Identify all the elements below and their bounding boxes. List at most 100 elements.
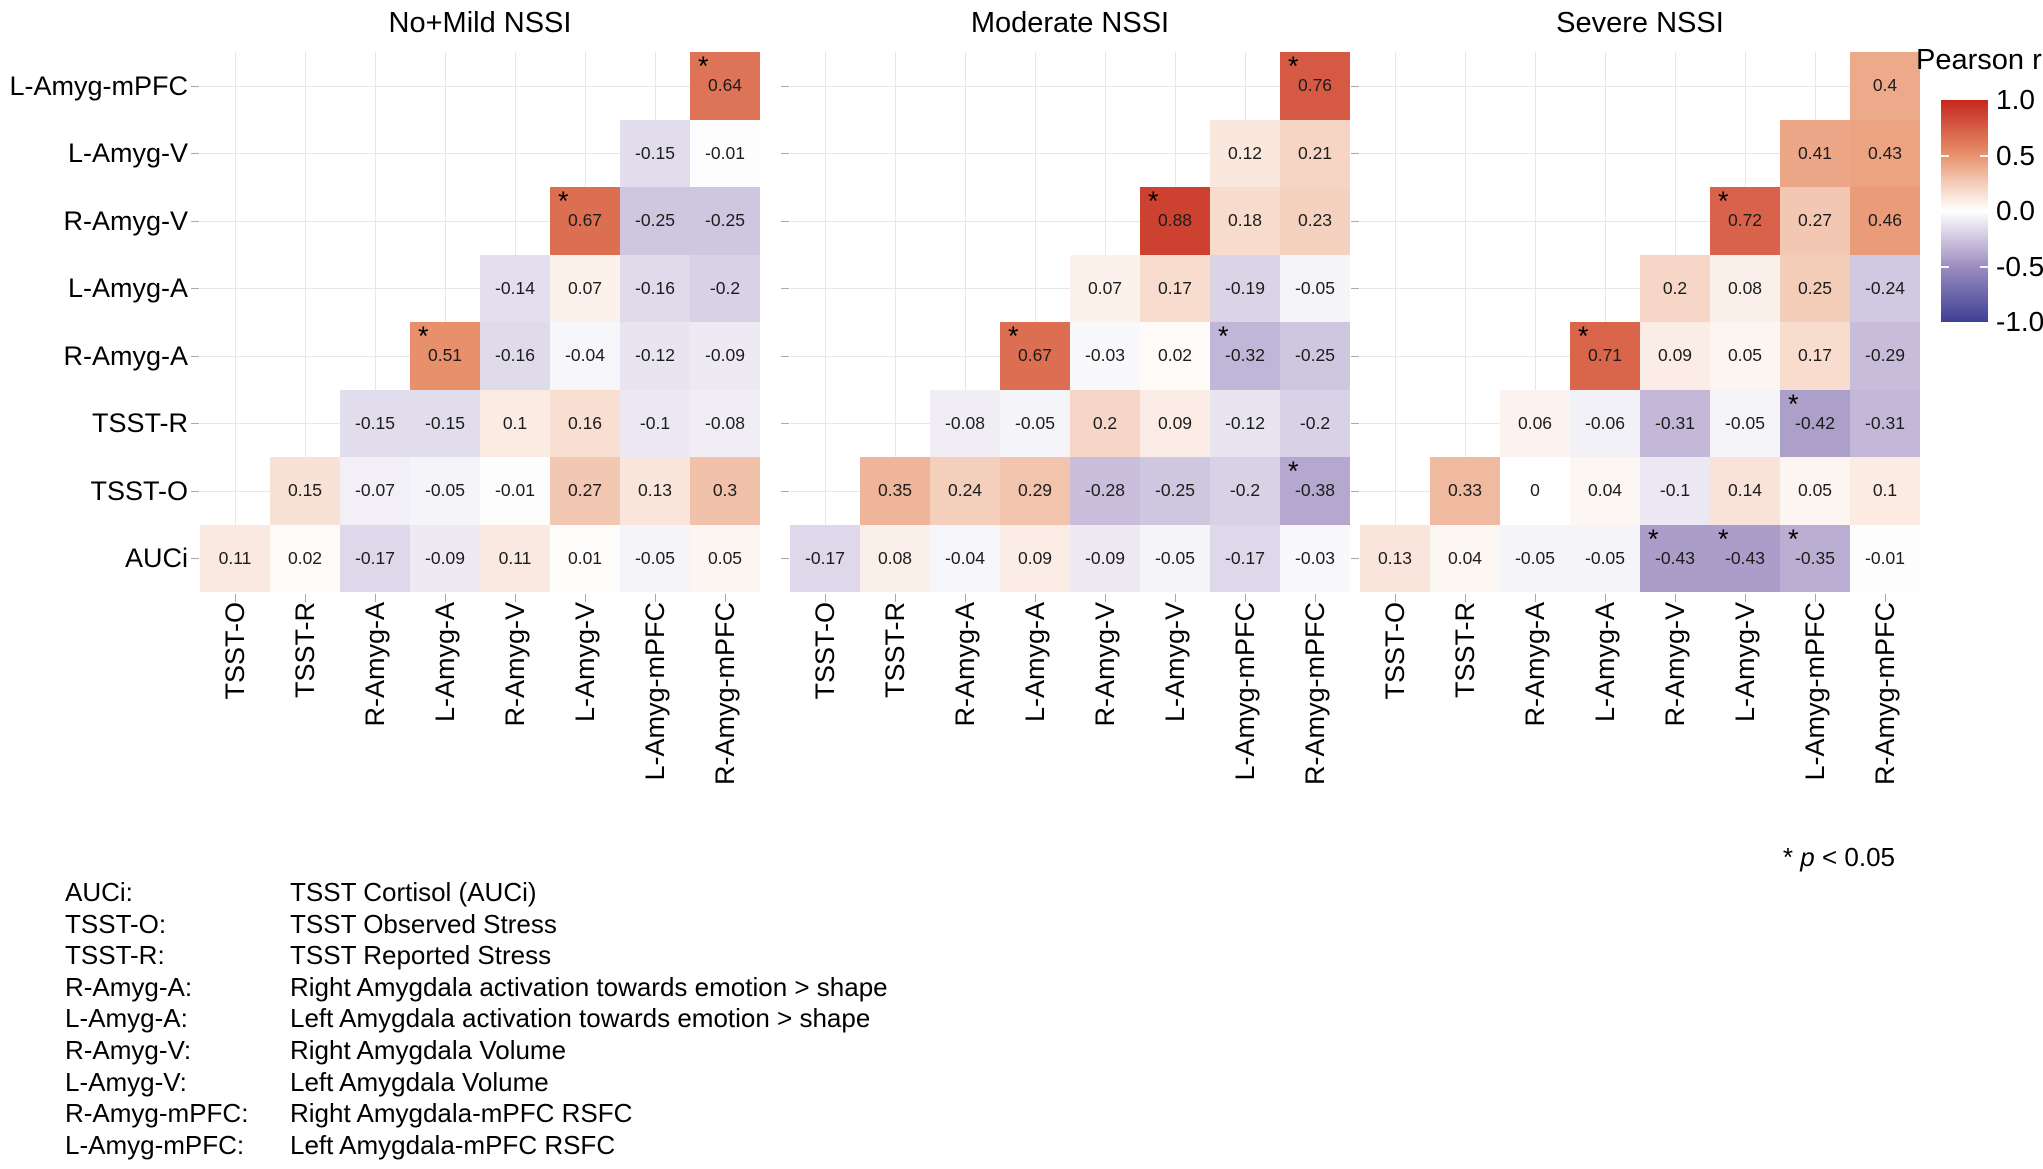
- correlation-cell: 0.08: [860, 524, 930, 592]
- key-row: L-Amyg-A: Left Amygdala activation toward…: [65, 1003, 888, 1035]
- colorbar-tick-label: 0.5: [1996, 139, 2035, 171]
- correlation-value: -0.16: [635, 277, 675, 298]
- colorbar-notch: [1980, 154, 1988, 157]
- correlation-value: -0.05: [1585, 547, 1625, 568]
- correlation-value: -0.08: [945, 412, 985, 433]
- x-axis-tick: [1395, 594, 1396, 602]
- y-axis-tick: [1351, 153, 1359, 155]
- correlation-value: 0.09: [1017, 547, 1053, 568]
- correlation-value: -0.08: [705, 412, 745, 433]
- correlation-cell: 0.29: [1000, 457, 1070, 525]
- x-axis-tick: [1315, 594, 1316, 602]
- x-axis-tick: [1535, 594, 1536, 602]
- gridline: [1360, 153, 1920, 155]
- correlation-value: -0.05: [1515, 547, 1555, 568]
- colorbar-tick-label: -0.5: [1996, 250, 2043, 282]
- correlation-cell: -0.04: [550, 322, 620, 390]
- correlation-value: 0.46: [1867, 210, 1903, 231]
- correlation-value: -0.2: [1299, 412, 1331, 433]
- correlation-value: -0.09: [705, 345, 745, 366]
- correlation-value: -0.42: [1795, 412, 1835, 433]
- correlation-value: -0.04: [565, 345, 605, 366]
- correlation-value: 0.09: [1657, 345, 1693, 366]
- abbreviation-key: AUCi: TSST Cortisol (AUCi) TSST-O: TSST Obs…: [65, 877, 888, 1161]
- correlation-value: 0.67: [1017, 345, 1053, 366]
- gridline: [965, 52, 966, 592]
- correlation-value: -0.01: [1865, 547, 1905, 568]
- correlation-value: -0.12: [1225, 412, 1265, 433]
- correlation-value: 0.72: [1727, 210, 1763, 231]
- x-axis-tick: [375, 594, 376, 602]
- correlation-cell: -0.17: [1210, 524, 1280, 592]
- correlation-value: -0.31: [1865, 412, 1905, 433]
- col-label: R-Amyg-A: [1520, 602, 1550, 727]
- gridline: [790, 220, 1350, 222]
- correlation-cell: 0.17: [1780, 322, 1850, 390]
- correlation-value: 0.4: [1872, 75, 1898, 96]
- correlation-cell: 0.41: [1780, 119, 1850, 187]
- x-axis-tick: [515, 594, 516, 602]
- x-axis-tick: [725, 594, 726, 602]
- correlation-value: 0.13: [1377, 547, 1413, 568]
- key-row: L-Amyg-V: Left Amygdala Volume: [65, 1067, 888, 1099]
- col-label: R-Amyg-mPFC: [710, 602, 740, 785]
- correlation-cell: -0.05: [1710, 389, 1780, 457]
- correlation-cell: 0.76 *: [1280, 52, 1350, 120]
- correlation-value: -0.04: [945, 547, 985, 568]
- correlation-value: 0.76: [1297, 75, 1333, 96]
- correlation-value: -0.17: [355, 547, 395, 568]
- correlation-value: -0.12: [635, 345, 675, 366]
- correlation-value: 0.05: [1727, 345, 1763, 366]
- correlation-cell: 0.17: [1140, 254, 1210, 322]
- gridline: [1395, 52, 1396, 592]
- correlation-cell: -0.06: [1570, 389, 1640, 457]
- correlation-value: 0.21: [1297, 142, 1333, 163]
- correlation-value: 0.15: [287, 480, 323, 501]
- panel-title: Moderate NSSI: [970, 7, 1170, 39]
- correlation-cell: -0.1: [620, 389, 690, 457]
- correlation-value: -0.28: [1085, 480, 1125, 501]
- correlation-value: 0.2: [1662, 277, 1688, 298]
- y-axis-tick: [781, 423, 789, 425]
- correlation-cell: 0.64 *: [690, 52, 760, 120]
- row-label: L-Amyg-A: [67, 273, 188, 304]
- x-axis-tick: [1035, 594, 1036, 602]
- key-abbreviation: R-Amyg-A:: [65, 971, 193, 1002]
- correlation-cell: 0.13: [620, 457, 690, 525]
- correlation-cell: 0.11: [480, 524, 550, 592]
- colorbar-notch: [1941, 154, 1949, 157]
- correlation-value: 0.24: [947, 480, 983, 501]
- colorbar-notch: [1941, 265, 1949, 268]
- correlation-cell: -0.07: [340, 457, 410, 525]
- colorbar: [1941, 100, 1988, 322]
- key-abbreviation: L-Amyg-A:: [65, 1003, 188, 1034]
- correlation-value: -0.25: [705, 210, 745, 231]
- correlation-value: 0.08: [1727, 277, 1763, 298]
- row-label: TSST-O: [90, 475, 188, 506]
- correlation-value: -0.01: [495, 480, 535, 501]
- correlation-value: -0.16: [495, 345, 535, 366]
- correlation-value: 0.23: [1297, 210, 1333, 231]
- correlation-cell: -0.31: [1850, 389, 1920, 457]
- correlation-cell: -0.29: [1850, 322, 1920, 390]
- correlation-cell: -0.09: [1070, 524, 1140, 592]
- correlation-value: -0.05: [635, 547, 675, 568]
- correlation-cell: -0.28: [1070, 457, 1140, 525]
- correlation-value: -0.1: [1659, 480, 1691, 501]
- key-definition: Right Amygdala activation towards emotio…: [290, 971, 888, 1002]
- correlation-cell: -0.03: [1280, 524, 1350, 592]
- correlation-cell: -0.19: [1210, 254, 1280, 322]
- y-axis-tick: [781, 558, 789, 560]
- correlation-cell: -0.2: [690, 254, 760, 322]
- correlation-value: 0.43: [1867, 142, 1903, 163]
- correlation-value: -0.17: [805, 547, 845, 568]
- y-axis-tick: [1351, 85, 1359, 87]
- x-axis-tick: [1885, 594, 1886, 602]
- correlation-cell: -0.14: [480, 254, 550, 322]
- correlation-cell: -0.05: [620, 524, 690, 592]
- row-label: R-Amyg-A: [63, 340, 188, 371]
- gridline: [1465, 52, 1466, 592]
- correlation-value: 0.1: [502, 412, 528, 433]
- correlation-value: 0.04: [1587, 480, 1623, 501]
- y-axis-tick: [1351, 288, 1359, 290]
